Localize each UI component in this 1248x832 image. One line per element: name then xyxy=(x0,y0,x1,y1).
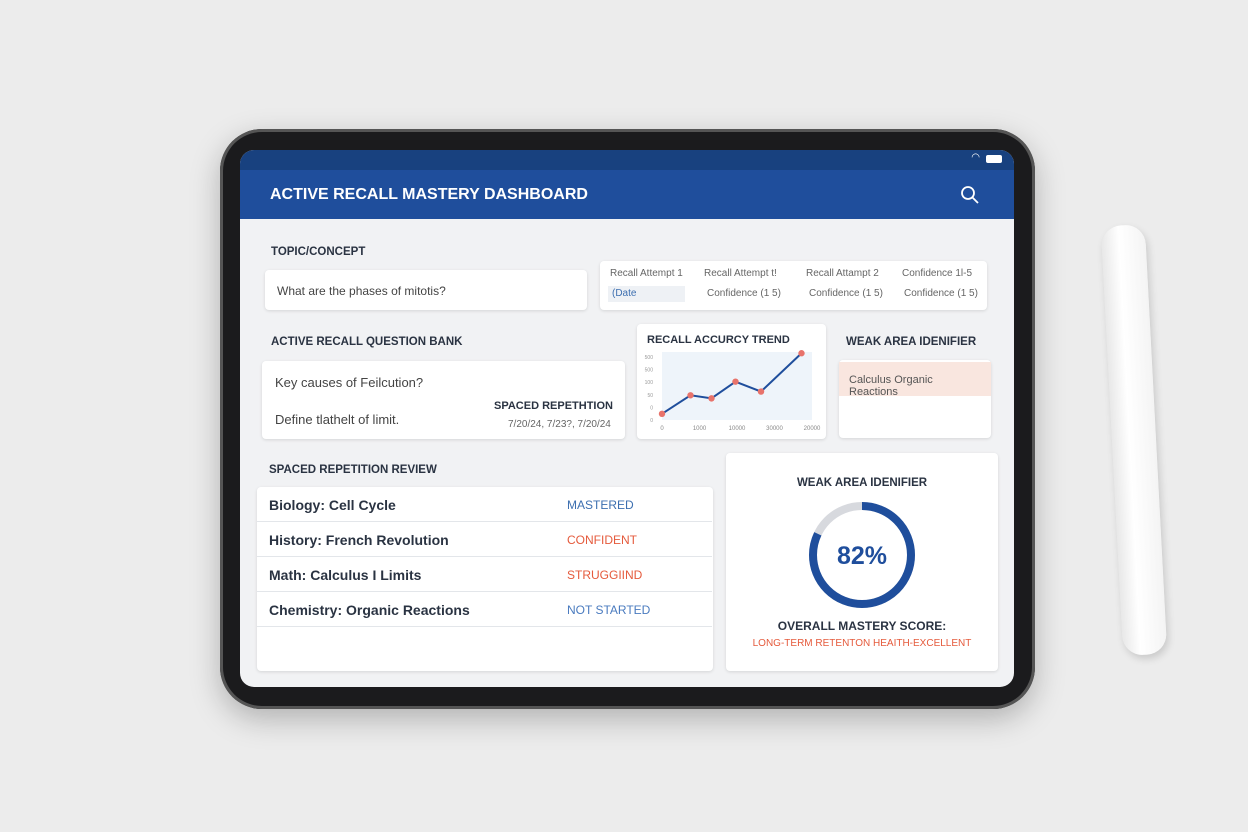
topic-label: TOPIC/CONCEPT xyxy=(271,246,366,258)
date-input[interactable]: (Date xyxy=(608,286,685,302)
plot-area xyxy=(662,352,812,420)
question-bank-card: Key causes of Feilcution? Define tlathel… xyxy=(262,361,625,439)
mastery-donut xyxy=(809,502,915,608)
recall-trend-card: RECALL ACCURCY TREND 0 0 50 100 500 500 0 1000 1… xyxy=(637,324,826,439)
confidence-cell[interactable]: Confidence (1 5) xyxy=(904,288,978,299)
recall-trend-chart: 0 0 50 100 500 500 0 1000 10000 30000 20000 xyxy=(645,350,821,432)
attempt-header: Confidence 1l-5 xyxy=(902,268,973,279)
topic-name: History: French Revolution xyxy=(269,532,449,548)
mastery-card: WEAK AREA IDENIFIER 82% OVERALL MASTERY … xyxy=(726,453,998,671)
status-bar: ◠ xyxy=(240,150,1014,170)
status-badge: STRUGGIIND xyxy=(567,568,643,582)
attempt-header: Recall Attampt 2 xyxy=(806,268,879,279)
stylus-pencil xyxy=(1100,224,1168,656)
data-point xyxy=(798,350,805,357)
topic-name: Chemistry: Organic Reactions xyxy=(269,602,470,618)
mastery-percent: 82% xyxy=(836,542,888,570)
app-header: ACTIVE RECALL MASTERY DASHBOARD xyxy=(240,170,1014,219)
screen: ◠ ACTIVE RECALL MASTERY DASHBOARD TOPIC/… xyxy=(240,150,1014,687)
status-badge: CONFIDENT xyxy=(567,533,637,547)
wifi-icon: ◠ xyxy=(971,152,980,163)
topic-name: Math: Calculus I Limits xyxy=(269,567,422,583)
status-badge: NOT STARTED xyxy=(567,603,651,617)
data-point xyxy=(687,392,694,399)
topic-value: What are the phases of mitotis? xyxy=(277,284,446,298)
review-row[interactable]: Math: Calculus I Limits STRUGGIIND xyxy=(257,557,712,592)
review-row[interactable]: History: French Revolution CONFIDENT xyxy=(257,522,712,557)
data-point xyxy=(757,388,765,395)
spaced-repetition-label: SPACED REPETHTION xyxy=(494,400,613,412)
topic-input[interactable]: What are the phases of mitotis? xyxy=(265,270,587,310)
y-tick-label: 0 xyxy=(650,405,653,411)
question-item[interactable]: Define tlathelt of limit. xyxy=(275,412,400,427)
search-icon[interactable] xyxy=(960,185,980,205)
attempts-table: Recall Attempt 1 Recall Attempt t! Recal… xyxy=(600,261,987,310)
weak-area-label: WEAK AREA IDENIFIER xyxy=(846,336,977,348)
page-title: ACTIVE RECALL MASTERY DASHBOARD xyxy=(270,186,588,203)
review-dates: 7/20/24, 7/23?, 7/20/24 xyxy=(508,419,611,430)
review-table: Biology: Cell Cycle MASTERED History: Fren… xyxy=(257,487,713,671)
review-row[interactable]: Chemistry: Organic Reactions NOT STARTED xyxy=(257,592,712,627)
attempt-header: Recall Attempt t! xyxy=(704,268,777,279)
retention-health: LONG-TERM RETENTON HEAITH-EXCELLENT xyxy=(752,638,972,649)
data-point xyxy=(658,410,666,418)
mastery-card-title: WEAK AREA IDENIFIER xyxy=(796,477,928,489)
topic-name: Biology: Cell Cycle xyxy=(269,497,396,513)
x-tick-label: 30000 xyxy=(766,426,783,432)
review-row[interactable]: Biology: Cell Cycle MASTERED xyxy=(257,487,712,522)
chart-title: RECALL ACCURCY TREND xyxy=(647,334,790,346)
x-tick-label: 20000 xyxy=(804,426,821,432)
status-badge: MASTERED xyxy=(567,498,634,512)
x-tick-label: 1000 xyxy=(693,426,707,432)
y-tick-label: 0 xyxy=(650,418,653,424)
mastery-score-label: OVERALL MASTERY SCORE: xyxy=(777,619,947,633)
question-item[interactable]: Key causes of Feilcution? xyxy=(275,375,424,390)
data-point xyxy=(708,395,715,402)
battery-icon xyxy=(986,155,1002,163)
weak-area-item[interactable]: Calculus Organic Reactions xyxy=(839,362,991,398)
question-bank-label: ACTIVE RECALL QUESTION BANK xyxy=(271,336,463,348)
x-tick-label: 10000 xyxy=(729,426,746,432)
weak-area-card: Calculus Organic Reactions xyxy=(839,360,991,438)
confidence-cell[interactable]: Confidence (1 5) xyxy=(707,288,781,299)
data-point xyxy=(732,378,739,385)
y-tick-label: 500 xyxy=(645,355,654,361)
trend-line xyxy=(661,352,803,415)
x-tick-label: 0 xyxy=(660,426,664,432)
y-tick-label: 100 xyxy=(645,380,654,386)
y-tick-label: 50 xyxy=(647,393,653,399)
y-tick-label: 500 xyxy=(645,368,654,374)
attempt-header: Recall Attempt 1 xyxy=(610,268,683,279)
review-label: SPACED REPETITION REVIEW xyxy=(269,464,437,476)
confidence-cell[interactable]: Confidence (1 5) xyxy=(809,288,883,299)
